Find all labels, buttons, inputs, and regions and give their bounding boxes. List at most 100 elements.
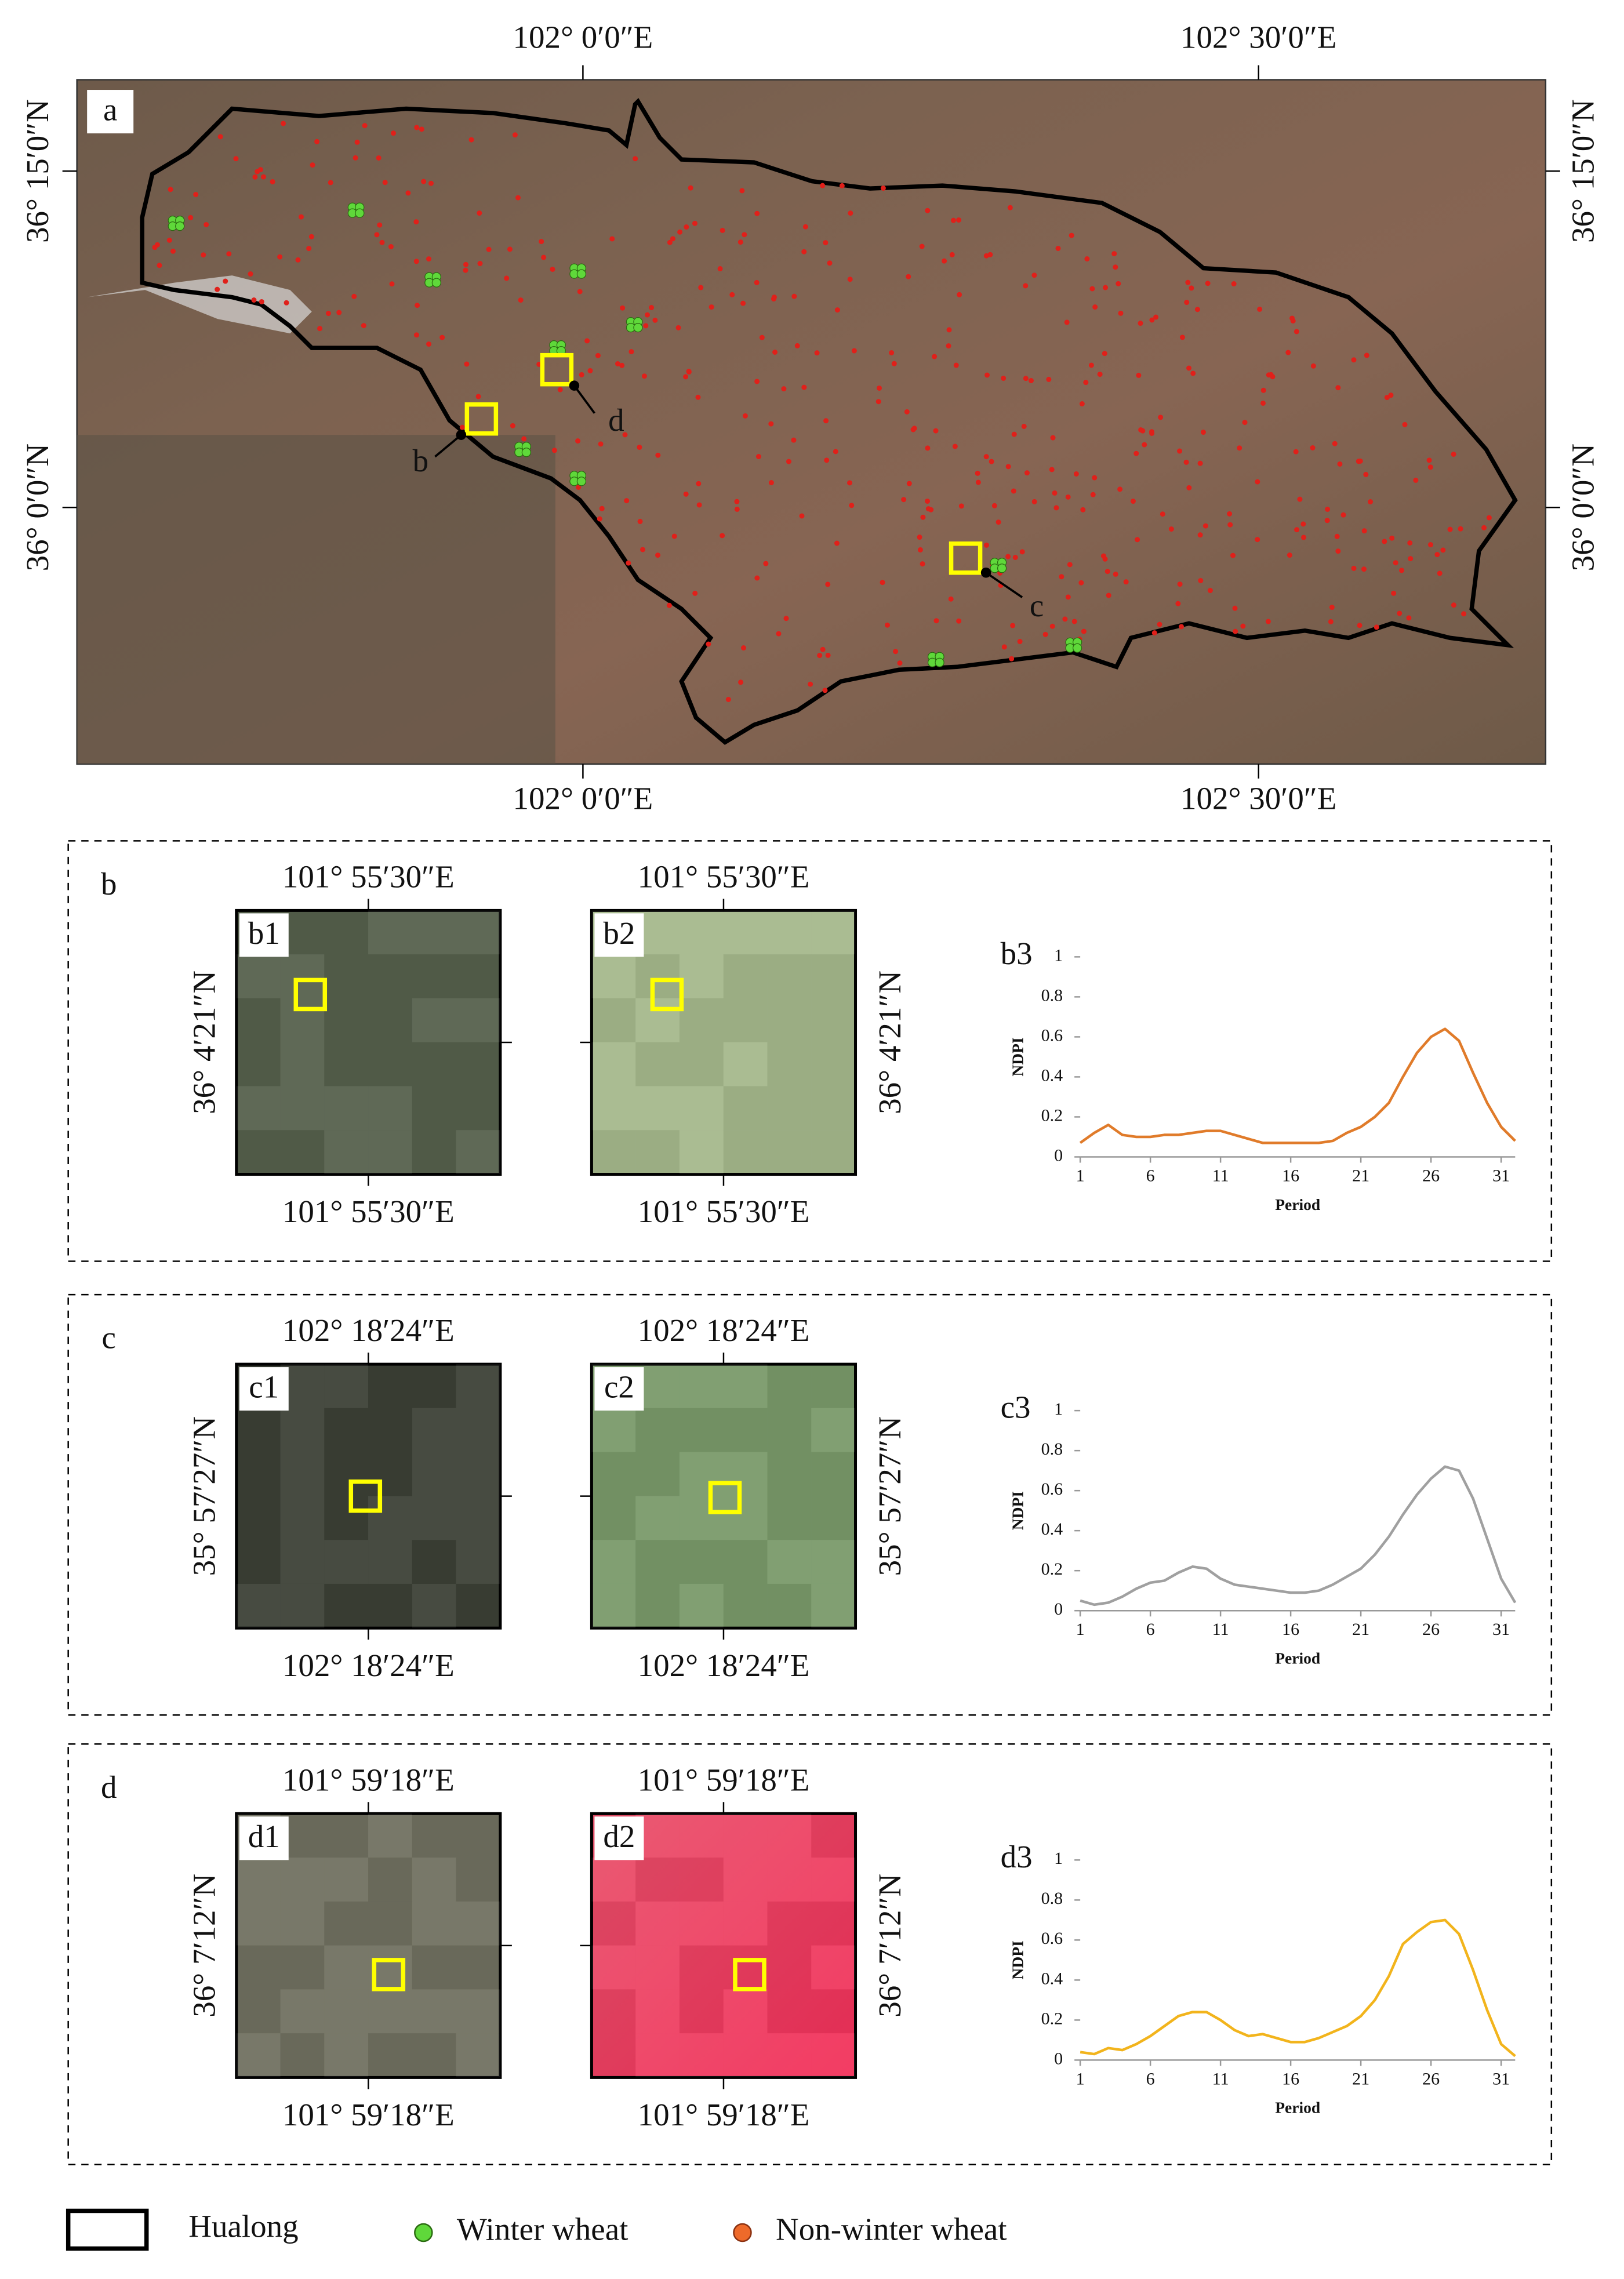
sample-point — [1117, 486, 1123, 492]
sample-point — [925, 498, 931, 504]
sample-point — [655, 553, 661, 558]
sample-point — [1447, 526, 1453, 532]
wheat-point — [1072, 643, 1082, 653]
sample-point — [1090, 492, 1096, 497]
sample-point — [1361, 528, 1367, 534]
pixel-cell — [280, 1452, 325, 1496]
sample-point — [1083, 380, 1089, 386]
sample-point — [801, 249, 807, 255]
sample-point — [688, 185, 693, 191]
pixel-cell — [412, 1540, 456, 1584]
pixel-cell — [456, 1130, 500, 1175]
sample-point — [1207, 588, 1213, 594]
sample-point — [1089, 286, 1095, 292]
pixel-cell — [635, 1452, 680, 1496]
pixel-cell — [723, 1086, 768, 1131]
lon-label: 102° 0′0″E — [513, 780, 653, 816]
sample-point — [1116, 281, 1121, 286]
sample-point — [1294, 527, 1300, 533]
sample-point — [675, 325, 681, 330]
sample-point — [1031, 499, 1037, 504]
pixel-cell — [723, 1945, 768, 1990]
sample-point — [1149, 429, 1154, 435]
pixel-cell — [368, 954, 412, 998]
sample-point — [351, 293, 357, 299]
pixel-cell — [324, 1042, 369, 1086]
sample-point — [906, 481, 912, 486]
callout-dot — [980, 567, 991, 578]
sample-point — [598, 441, 604, 447]
sample-point — [1402, 421, 1408, 427]
sample-point — [925, 208, 931, 213]
pixel-cell — [723, 910, 768, 955]
sample-point — [1185, 279, 1191, 285]
terrain-shade — [77, 435, 555, 764]
sample-point — [1001, 375, 1007, 381]
pixel-cell — [591, 1540, 636, 1584]
sample-point — [740, 300, 746, 306]
pixel-cell — [767, 1989, 812, 2034]
wheat-point — [935, 657, 944, 667]
pixel-cell — [368, 1496, 412, 1540]
sample-point — [946, 343, 951, 349]
sample-point — [1260, 400, 1266, 406]
sample-point — [1168, 526, 1174, 532]
pixel-cell — [679, 1858, 724, 1902]
wheat-point — [431, 278, 441, 288]
pixel-cell — [635, 954, 680, 998]
sample-point — [325, 311, 331, 317]
sample-point — [839, 183, 845, 188]
pixel-cell — [723, 1901, 768, 1946]
sample-point — [1382, 539, 1387, 544]
pixel-cell — [767, 1901, 812, 1946]
sample-point — [709, 304, 714, 310]
sample-point — [692, 590, 698, 596]
sample-point — [823, 418, 829, 424]
y-tick-label: 0 — [1054, 1146, 1063, 1165]
sample-point — [248, 271, 253, 277]
sample-point — [717, 266, 723, 271]
y-tick-label: 0.6 — [1041, 1929, 1063, 1948]
pixel-cell — [412, 1496, 456, 1540]
sample-point — [419, 126, 424, 132]
pixel-cell — [280, 1130, 325, 1175]
pixel-cell — [324, 1813, 369, 1858]
sample-point — [1340, 512, 1346, 518]
sample-point — [1149, 317, 1155, 323]
sample-point — [1293, 449, 1299, 455]
x-axis-label: Period — [1275, 1649, 1320, 1667]
sample-point — [413, 259, 419, 264]
pixel-cell — [280, 1496, 325, 1540]
sample-point — [1023, 283, 1029, 289]
sample-point — [1069, 232, 1074, 238]
sample-point — [154, 242, 160, 248]
sample-point — [1408, 556, 1414, 562]
pixel-cell — [368, 1858, 412, 1902]
sample-point — [996, 519, 1001, 525]
lon-label: 102° 30′0″E — [1180, 20, 1336, 55]
sample-point — [781, 386, 787, 392]
hualong-boundary — [140, 97, 1518, 745]
pixel-cell — [368, 1583, 412, 1628]
sample-point — [975, 470, 980, 476]
sample-point — [958, 503, 964, 509]
pixel-cell — [811, 1130, 856, 1175]
sample-point — [1434, 552, 1440, 558]
pixel-cell — [368, 1540, 412, 1584]
sample-point — [1231, 281, 1237, 287]
pixel-cell — [456, 1452, 500, 1496]
pixel-cell — [412, 1583, 456, 1628]
pixel-cell — [679, 2033, 724, 2077]
sample-point — [1265, 619, 1271, 624]
pixel-cell — [456, 1813, 500, 1858]
sample-point — [677, 229, 683, 235]
pixel-cell — [368, 910, 412, 955]
sample-point — [1067, 562, 1073, 568]
sample-point — [1337, 461, 1343, 467]
sample-point — [622, 432, 628, 438]
sample-point — [720, 533, 725, 539]
sample-point — [1042, 631, 1048, 637]
sample-point — [1440, 547, 1446, 553]
lat-label: 35° 57′27″N — [186, 1416, 221, 1576]
y-tick-label: 0 — [1054, 1600, 1063, 1619]
